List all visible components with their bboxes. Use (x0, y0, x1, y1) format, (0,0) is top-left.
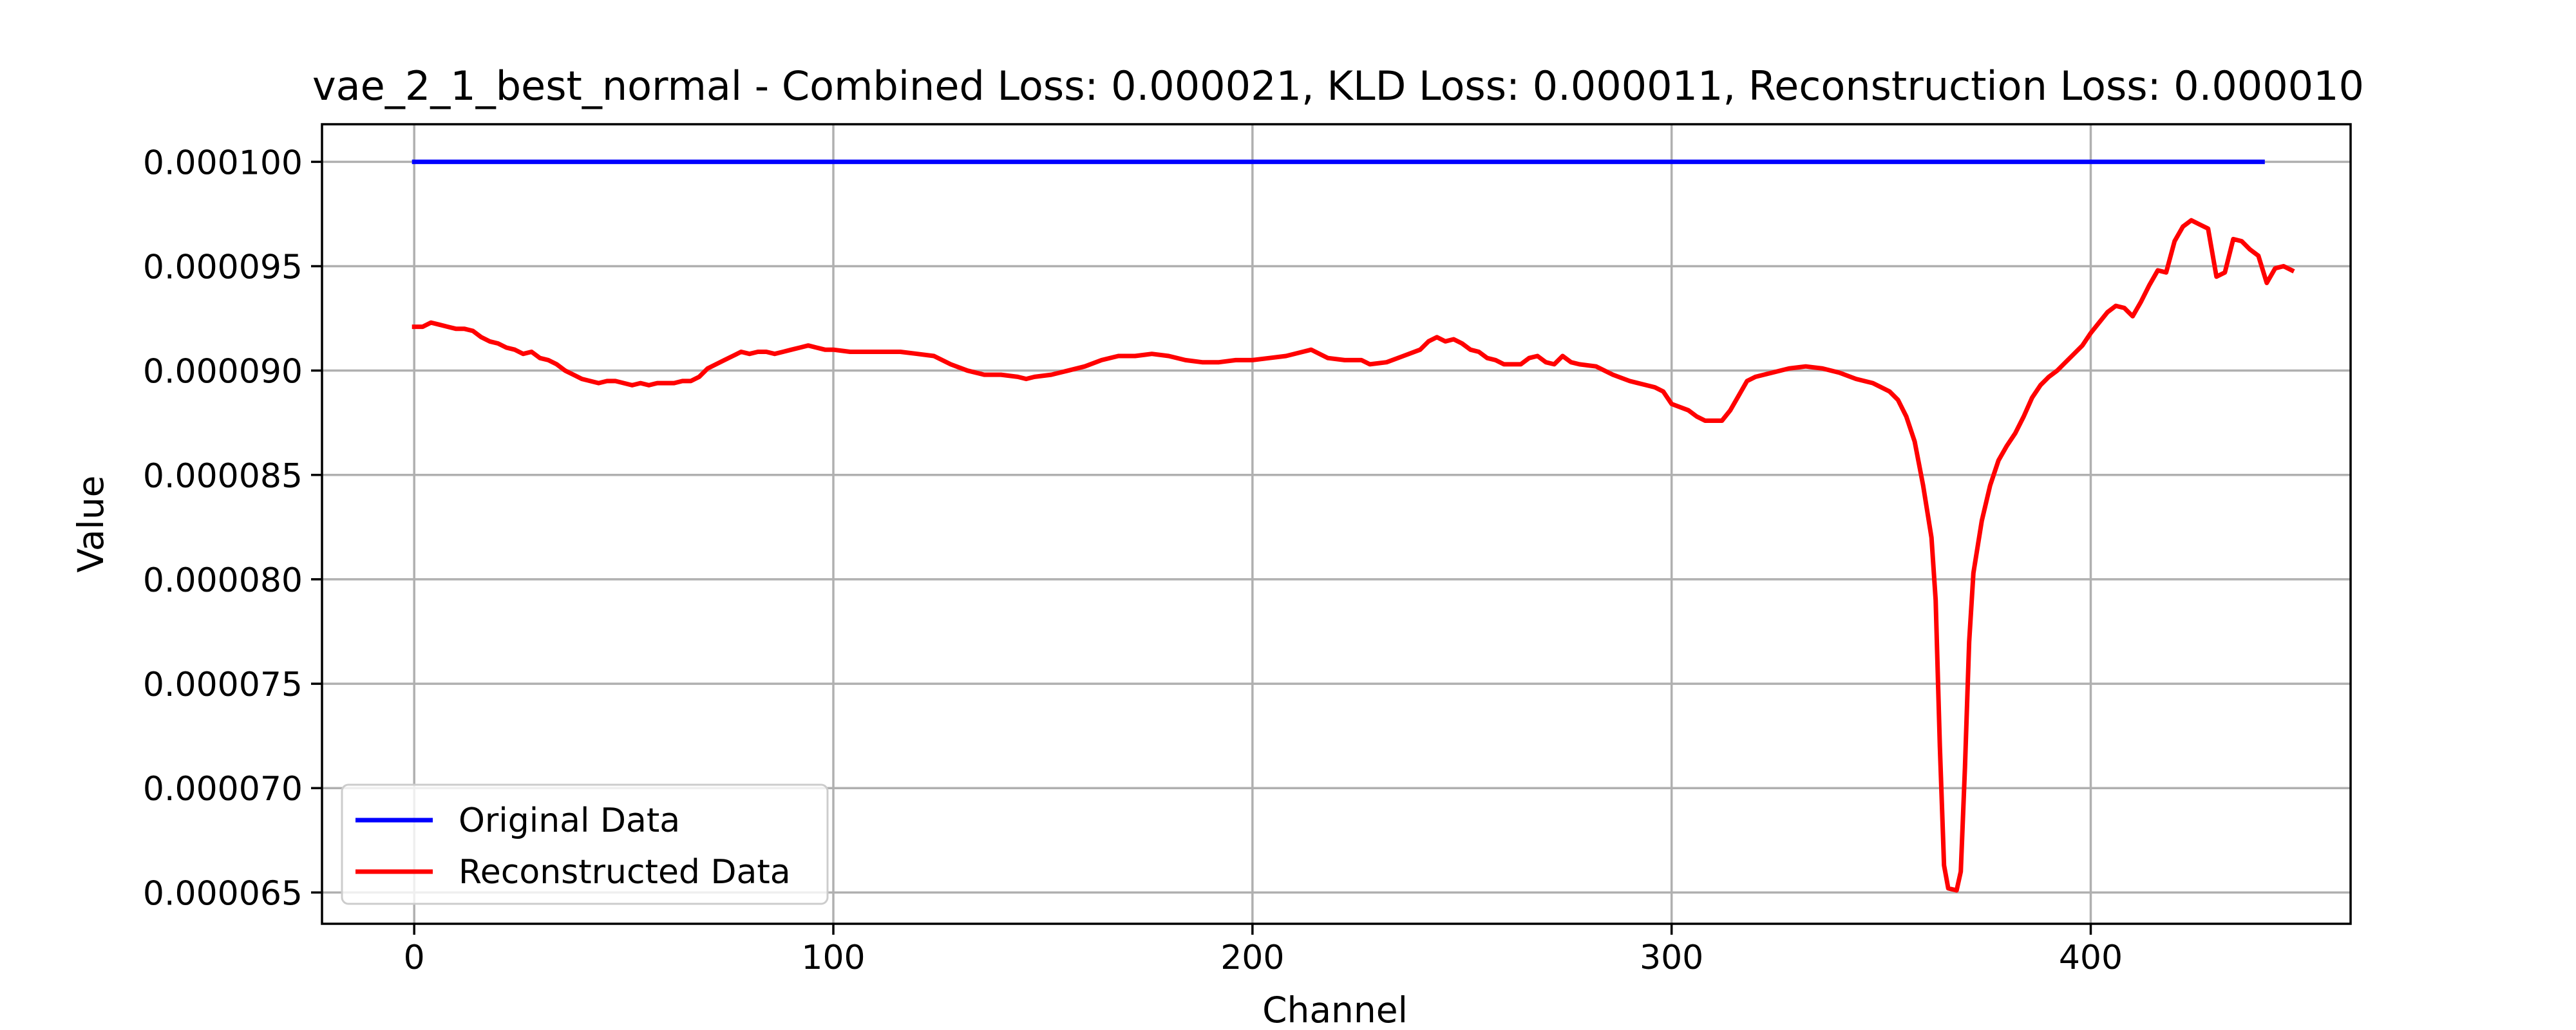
y-tick-label: 0.000080 (143, 561, 303, 600)
legend-label-reconstructed-data: Reconstructed Data (459, 853, 791, 892)
grid-lines (322, 124, 2351, 924)
x-axis-ticks: 0 100 200 300 400 (404, 924, 2123, 977)
y-tick-label: 0.000090 (143, 353, 303, 391)
y-tick-label: 0.000100 (143, 144, 303, 182)
chart-title: vae_2_1_best_normal - Combined Loss: 0.0… (312, 62, 2364, 109)
x-tick-label: 400 (2059, 939, 2123, 977)
y-tick-label: 0.000075 (143, 666, 303, 704)
y-tick-label: 0.000070 (143, 770, 303, 809)
x-tick-label: 300 (1640, 939, 1703, 977)
series-line-reconstructed-data (412, 218, 2295, 893)
x-tick-label: 200 (1220, 939, 1284, 977)
legend: Original Data Reconstructed Data (341, 783, 829, 905)
y-tick-label: 0.000095 (143, 248, 303, 287)
y-axis-label: Value (70, 475, 111, 572)
legend-box (341, 783, 829, 905)
x-tick-label: 0 (404, 939, 425, 977)
x-tick-label: 100 (801, 939, 865, 977)
y-tick-label: 0.000085 (143, 457, 303, 496)
x-axis-label: Channel (1262, 989, 1408, 1030)
y-axis-ticks: 0.000065 0.000070 0.000075 0.000080 0.000085… (143, 144, 322, 913)
y-tick-label: 0.000065 (143, 874, 303, 913)
legend-label-original-data: Original Data (459, 801, 680, 840)
data-series (412, 159, 2295, 893)
plot-frame (321, 123, 2352, 925)
